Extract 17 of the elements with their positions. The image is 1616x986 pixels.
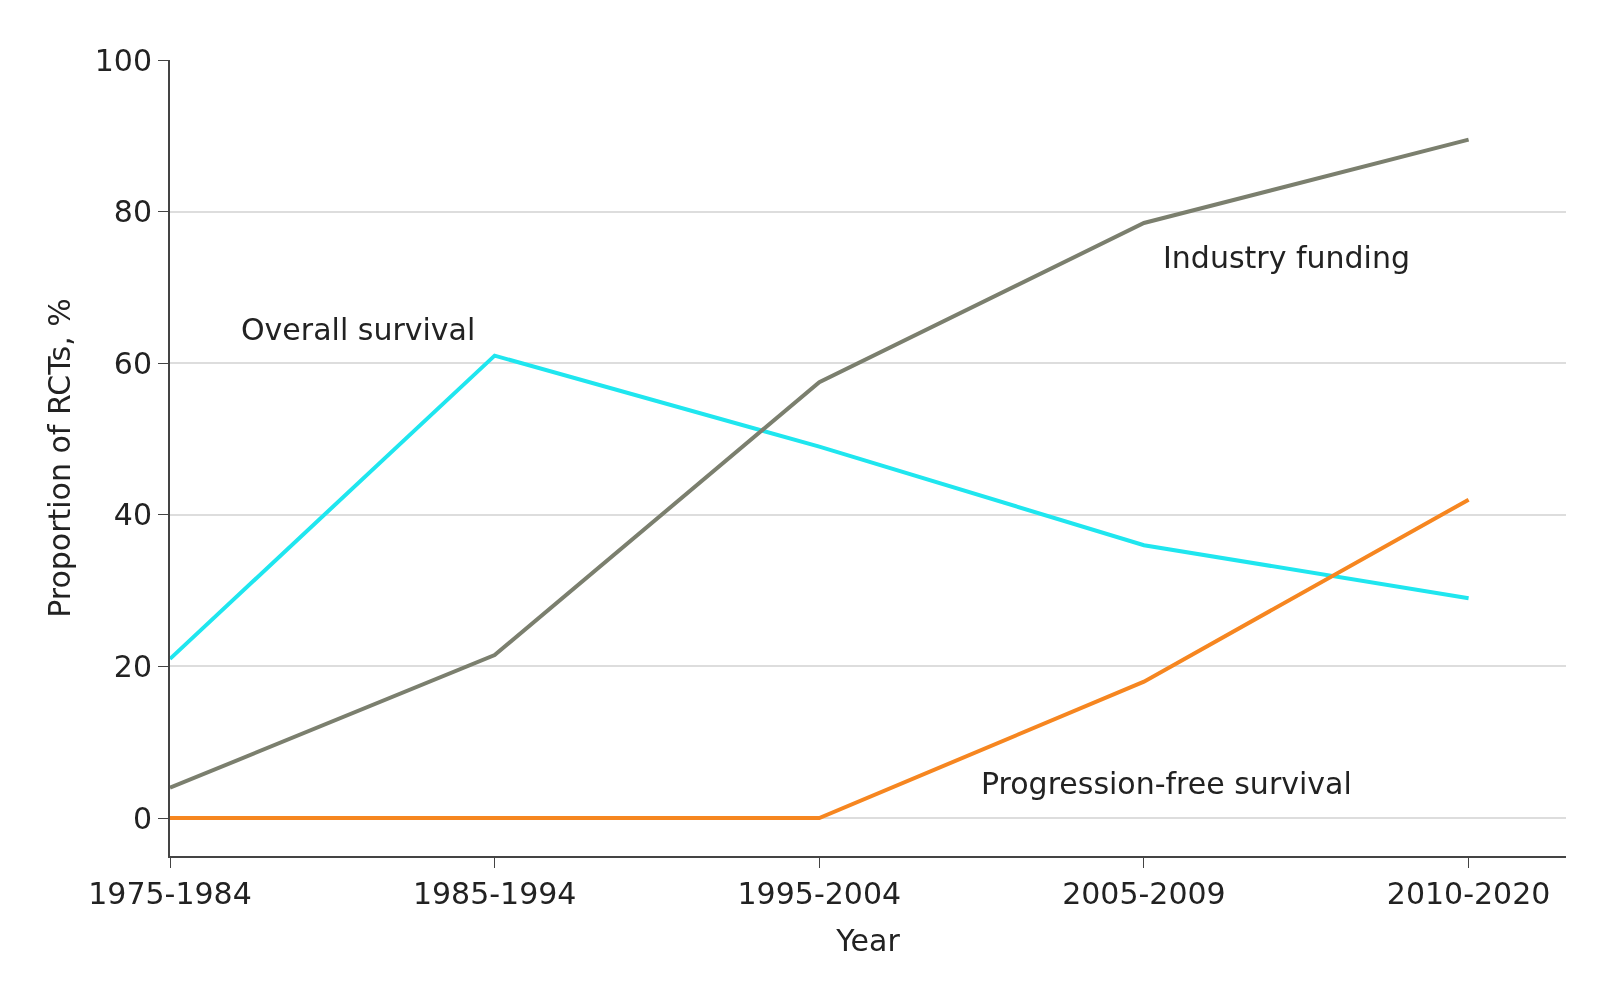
x-tick-label: 2010-2020 — [1386, 876, 1551, 911]
x-tick-label: 1985-1994 — [412, 876, 577, 911]
line-series — [170, 353, 1471, 661]
y-axis-title: Proportion of RCTs, % — [42, 298, 78, 618]
y-tick-label: 100 — [94, 42, 152, 78]
annotation: Progression-free survival — [981, 766, 1352, 801]
y-tick-label: 80 — [113, 194, 152, 230]
y-tick-label: 0 — [132, 800, 152, 836]
y-tick-label: 60 — [113, 345, 152, 381]
x-axis-title: Year — [835, 923, 901, 958]
x-tick-label: 1995-2004 — [737, 876, 902, 911]
x-tick-label: 1975-1984 — [88, 876, 252, 911]
y-tick-label: 20 — [113, 648, 152, 684]
annotation: Industry funding — [1163, 240, 1410, 275]
x-tick-label: 2005-2009 — [1062, 876, 1226, 911]
y-tick-label: 40 — [113, 497, 152, 533]
annotation: Overall survival — [241, 312, 476, 347]
